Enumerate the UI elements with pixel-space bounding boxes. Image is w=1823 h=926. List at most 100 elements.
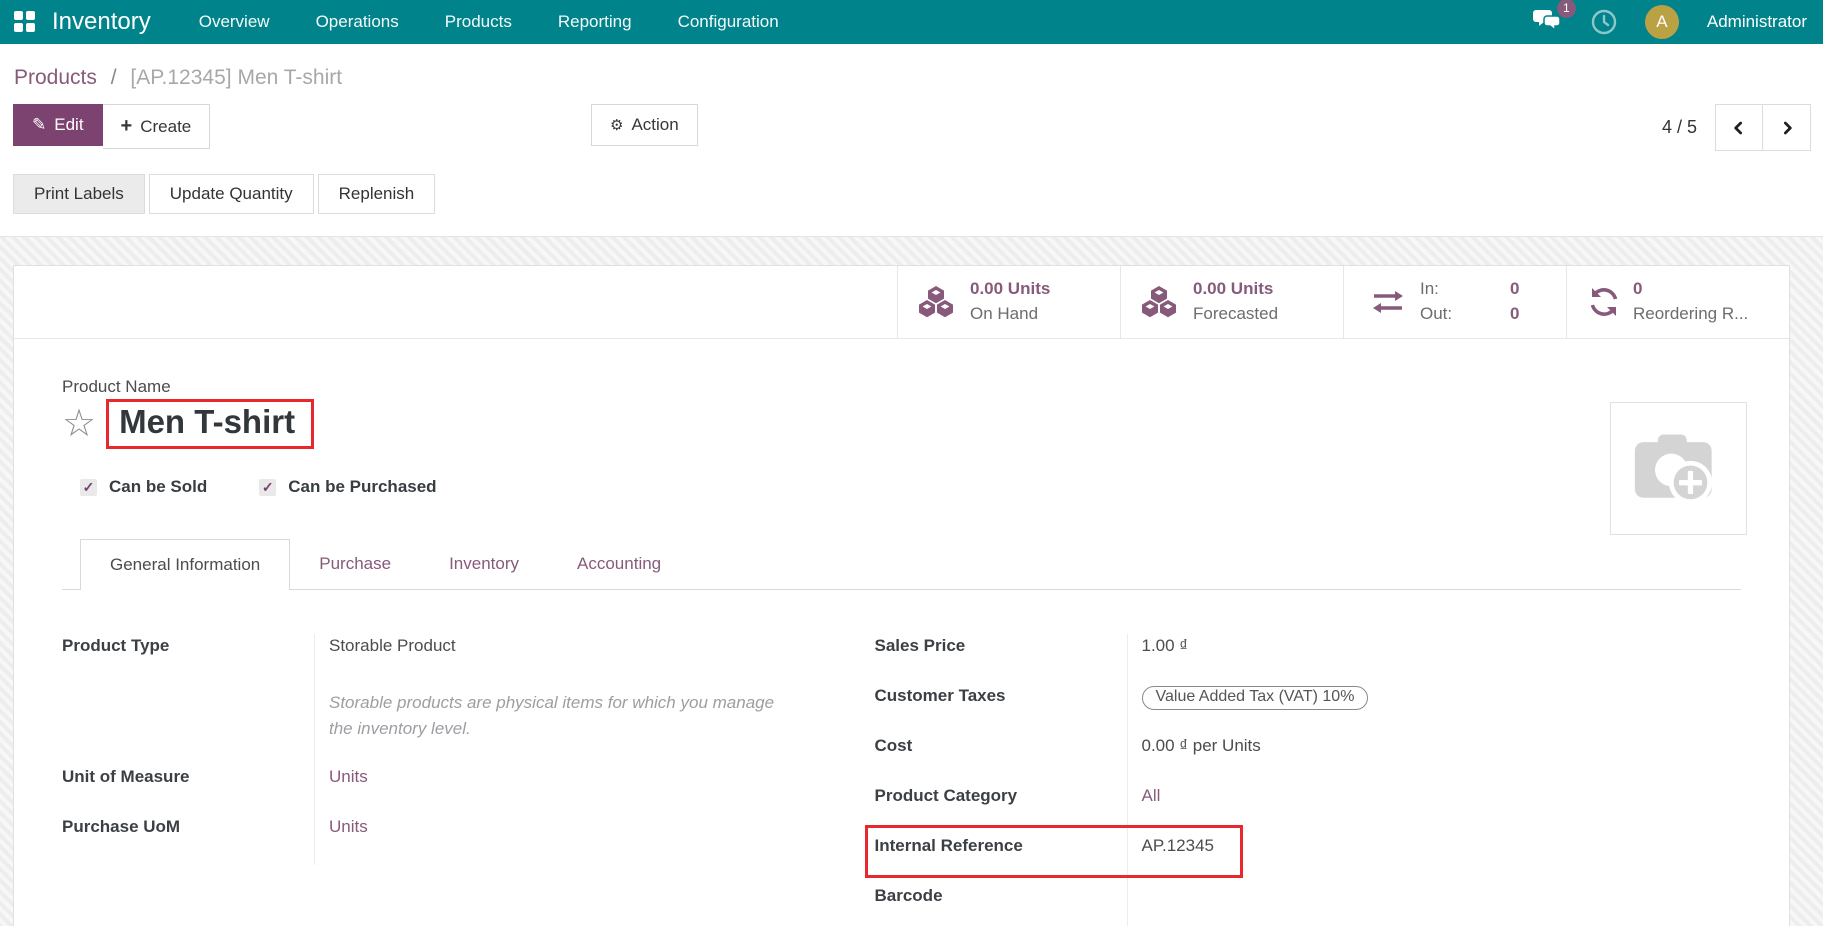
product-name-value[interactable]: Men T-shirt [119, 403, 296, 440]
messages-count-badge: 1 [1556, 0, 1576, 18]
pager-next-button[interactable] [1763, 104, 1811, 151]
messages-icon[interactable]: 1 [1532, 0, 1576, 37]
tab-inventory[interactable]: Inventory [449, 554, 520, 573]
on-hand-value: 0.00 Units [970, 279, 1051, 299]
action-button-label: Action [631, 115, 679, 134]
product-category-value[interactable]: All [1126, 784, 1592, 834]
product-name-annotation-box: Men T-shirt [106, 399, 315, 449]
reordering-label: Reordering R... [1633, 304, 1749, 323]
form-view-background: 0.00 Units On Hand 0.00 Units Forecasted [0, 237, 1823, 926]
product-type-label: Product Type [62, 636, 170, 655]
in-out-stat-button[interactable]: In: 0 Out: 0 [1343, 266, 1566, 338]
menu-products[interactable]: Products [444, 12, 512, 31]
customer-taxes-label: Customer Taxes [874, 686, 1006, 705]
product-type-help-row: Storable products are physical items for… [62, 674, 779, 765]
create-button-label: Create [140, 116, 192, 136]
cubes-icon [1142, 286, 1176, 318]
product-category-field: Product Category All [875, 784, 1592, 834]
refresh-icon [1590, 288, 1618, 316]
gear-icon: ⚙ [610, 117, 624, 134]
stat-button-box: 0.00 Units On Hand 0.00 Units Forecasted [14, 266, 1789, 339]
menu-operations[interactable]: Operations [315, 12, 399, 31]
breadcrumb-separator: / [110, 66, 117, 89]
uom-value[interactable]: Units [314, 764, 779, 815]
can-be-purchased-checkbox[interactable]: ✓ Can be Purchased [259, 477, 437, 497]
product-type-help-text: Storable products are physical items for… [329, 693, 775, 739]
pencil-icon: ✎ [32, 115, 47, 134]
breadcrumb-current: [AP.12345] Men T-shirt [130, 66, 343, 89]
tab-accounting[interactable]: Accounting [577, 554, 662, 573]
purchase-uom-value[interactable]: Units [314, 814, 779, 865]
barcode-value[interactable] [1126, 884, 1592, 926]
chat-bubbles-icon [1532, 9, 1561, 32]
tab-purchase[interactable]: Purchase [319, 554, 392, 573]
app-name[interactable]: Inventory [52, 8, 151, 35]
record-action-buttons: Print Labels Update Quantity Replenish [0, 168, 1823, 237]
cost-value[interactable]: 0.00 ₫ per Units [1126, 734, 1592, 784]
product-image-upload[interactable] [1610, 402, 1747, 535]
apps-menu-icon[interactable] [14, 11, 36, 33]
checkmark-icon: ✓ [80, 478, 97, 496]
breadcrumb-products-link[interactable]: Products [14, 66, 97, 89]
favorite-star-icon[interactable]: ☆ [62, 403, 97, 445]
camera-placeholder-icon [1634, 433, 1712, 504]
pager-previous-button[interactable] [1715, 104, 1763, 151]
can-be-sold-checkbox[interactable]: ✓ Can be Sold [80, 477, 207, 497]
exchange-arrows-icon [1373, 291, 1403, 313]
menu-overview[interactable]: Overview [198, 12, 270, 31]
internal-reference-value[interactable]: AP.12345 [1126, 834, 1592, 884]
control-panel: ✎ Edit + Create ⚙ Action 4 / 5 [0, 104, 1823, 168]
purchase-uom-field: Purchase UoM Units [62, 814, 779, 865]
menu-configuration[interactable]: Configuration [677, 12, 779, 31]
top-navbar: Inventory Overview Operations Products R… [0, 0, 1823, 44]
internal-reference-label: Internal Reference [874, 836, 1023, 855]
tab-general-information[interactable]: General Information [80, 539, 291, 590]
internal-reference-field: Internal Reference AP.12345 [864, 825, 1592, 884]
reordering-rules-stat-button[interactable]: 0 Reordering R... [1566, 266, 1789, 338]
cost-label: Cost [874, 736, 913, 755]
print-labels-button[interactable]: Print Labels [13, 174, 145, 214]
main-menu: Overview Operations Products Reporting C… [199, 12, 779, 32]
reordering-value: 0 [1633, 279, 1643, 299]
customer-taxes-tag[interactable]: Value Added Tax (VAT) 10% [1141, 686, 1369, 710]
update-quantity-button[interactable]: Update Quantity [148, 174, 314, 214]
in-label: In: [1420, 279, 1439, 299]
can-be-purchased-label: Can be Purchased [288, 477, 437, 496]
uom-field: Unit of Measure Units [62, 764, 779, 815]
activities-clock-icon[interactable] [1591, 9, 1617, 35]
forecasted-value: 0.00 Units [1193, 279, 1274, 299]
user-avatar[interactable]: A [1644, 5, 1679, 39]
sales-price-label: Sales Price [874, 636, 966, 655]
chevron-left-icon [1734, 121, 1742, 134]
chevron-right-icon [1783, 121, 1792, 134]
product-category-label: Product Category [874, 786, 1018, 805]
user-name[interactable]: Administrator [1706, 12, 1807, 31]
forecasted-label: Forecasted [1193, 304, 1279, 323]
out-label: Out: [1420, 304, 1453, 323]
sales-price-value[interactable]: 1.00 ₫ [1126, 634, 1592, 684]
product-type-field: Product Type Storable Product [62, 634, 779, 674]
barcode-field: Barcode [875, 884, 1592, 926]
barcode-label: Barcode [874, 886, 943, 905]
purchase-uom-label: Purchase UoM [62, 816, 181, 836]
replenish-button[interactable]: Replenish [317, 174, 436, 214]
cubes-icon [919, 286, 953, 318]
create-button[interactable]: + Create [102, 104, 211, 149]
in-value: 0 [1510, 279, 1520, 299]
checkmark-icon: ✓ [259, 478, 277, 496]
product-type-value[interactable]: Storable Product [314, 634, 779, 674]
pager-counter: 4 / 5 [1661, 117, 1697, 137]
out-value: 0 [1510, 304, 1520, 323]
plus-icon: + [120, 115, 133, 137]
fields-right-column: Sales Price 1.00 ₫ Customer Taxes Value … [864, 634, 1592, 926]
action-button[interactable]: ⚙ Action [591, 104, 698, 146]
forecasted-stat-button[interactable]: 0.00 Units Forecasted [1120, 266, 1343, 338]
can-be-sold-label: Can be Sold [109, 477, 208, 496]
on-hand-stat-button[interactable]: 0.00 Units On Hand [897, 266, 1120, 338]
uom-label: Unit of Measure [62, 766, 190, 786]
menu-reporting[interactable]: Reporting [557, 12, 632, 31]
notebook-tabs: General Information Purchase Inventory A… [62, 539, 1741, 590]
fields-left-column: Product Type Storable Product Storable p… [62, 634, 779, 926]
edit-button[interactable]: ✎ Edit [13, 104, 103, 146]
breadcrumb: Products / [AP.12345] Men T-shirt [0, 44, 1823, 104]
